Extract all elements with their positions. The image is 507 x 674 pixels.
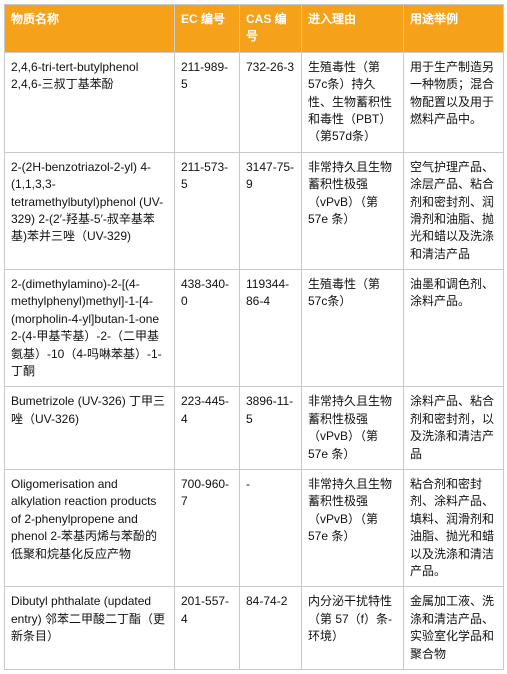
cell-use: 空气护理产品、涂层产品、粘合剂和密封剂、润滑剂和油脂、抛光和蜡以及洗涤和清洁产品 <box>404 152 504 269</box>
cell-use: 油墨和调色剂、涂料产品。 <box>404 270 504 387</box>
cell-name: 2,4,6-tri-tert-butylphenol 2,4,6-三叔丁基苯酚 <box>5 52 175 152</box>
table-row: 2,4,6-tri-tert-butylphenol 2,4,6-三叔丁基苯酚 … <box>5 52 504 152</box>
col-header-cas: CAS 编号 <box>240 5 302 53</box>
cell-cas: - <box>240 469 302 586</box>
cell-cas: 119344-86-4 <box>240 270 302 387</box>
table-row: Dibutyl phthalate (updated entry) 邻苯二甲酸二… <box>5 587 504 670</box>
col-header-use: 用途举例 <box>404 5 504 53</box>
cell-ec: 438-340-0 <box>175 270 240 387</box>
cell-reason: 非常持久且生物蓄积性极强（vPvB）（第57e 条） <box>302 152 404 269</box>
cell-name: Bumetrizole (UV-326) 丁甲三唑（UV-326) <box>5 387 175 470</box>
cell-cas: 732-26-3 <box>240 52 302 152</box>
cell-ec: 211-573-5 <box>175 152 240 269</box>
cell-ec: 211-989-5 <box>175 52 240 152</box>
cell-ec: 223-445-4 <box>175 387 240 470</box>
cell-name: 2-(dimethylamino)-2-[(4-methylphenyl)met… <box>5 270 175 387</box>
col-header-reason: 进入理由 <box>302 5 404 53</box>
cell-reason: 非常持久且生物蓄积性极强（vPvB）（第57e 条） <box>302 469 404 586</box>
cell-use: 涂料产品、粘合剂和密封剂，以及洗涤和清洁产品 <box>404 387 504 470</box>
cell-use: 用于生产制造另一种物质；混合物配置以及用于燃料产品中。 <box>404 52 504 152</box>
cell-reason: 内分泌干扰特性（第 57（f）条-环境） <box>302 587 404 670</box>
cell-cas: 3147-75-9 <box>240 152 302 269</box>
substance-table: 物质名称 EC 编号 CAS 编号 进入理由 用途举例 2,4,6-tri-te… <box>4 4 504 670</box>
cell-cas: 3896-11-5 <box>240 387 302 470</box>
cell-reason: 非常持久且生物蓄积性极强（vPvB）（第57e 条） <box>302 387 404 470</box>
col-header-name: 物质名称 <box>5 5 175 53</box>
cell-ec: 201-557-4 <box>175 587 240 670</box>
table-header-row: 物质名称 EC 编号 CAS 编号 进入理由 用途举例 <box>5 5 504 53</box>
cell-name: Dibutyl phthalate (updated entry) 邻苯二甲酸二… <box>5 587 175 670</box>
cell-use: 金属加工液、洗涤和清洁产品、实验室化学品和聚合物 <box>404 587 504 670</box>
cell-use: 粘合剂和密封剂、涂料产品、填料、润滑剂和油脂、抛光和蜡以及洗涤和清洁产品。 <box>404 469 504 586</box>
table-row: Bumetrizole (UV-326) 丁甲三唑（UV-326) 223-44… <box>5 387 504 470</box>
cell-cas: 84-74-2 <box>240 587 302 670</box>
table-row: 2-(dimethylamino)-2-[(4-methylphenyl)met… <box>5 270 504 387</box>
table-row: Oligomerisation and alkylation reaction … <box>5 469 504 586</box>
cell-ec: 700-960-7 <box>175 469 240 586</box>
cell-name: 2-(2H-benzotriazol-2-yl) 4-(1,1,3,3-tetr… <box>5 152 175 269</box>
table-row: 2-(2H-benzotriazol-2-yl) 4-(1,1,3,3-tetr… <box>5 152 504 269</box>
cell-reason: 生殖毒性（第57c条） <box>302 270 404 387</box>
cell-name: Oligomerisation and alkylation reaction … <box>5 469 175 586</box>
col-header-ec: EC 编号 <box>175 5 240 53</box>
cell-reason: 生殖毒性（第57c条）持久性、生物蓄积性和毒性（PBT）（第57d条） <box>302 52 404 152</box>
